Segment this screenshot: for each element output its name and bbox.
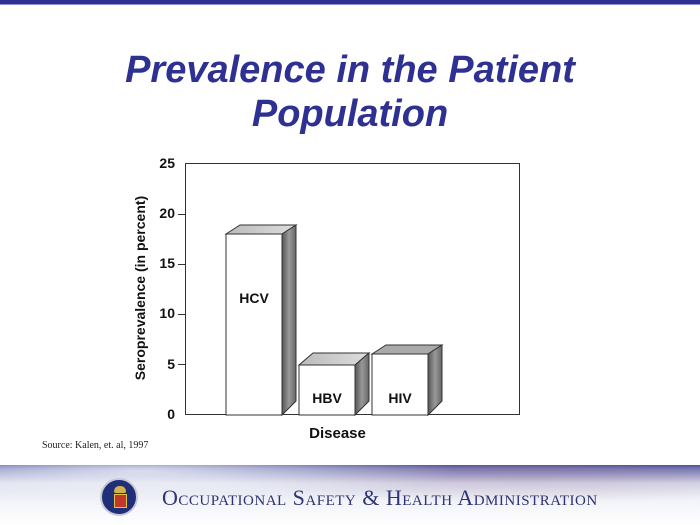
y-tick-20: 20 [159, 205, 175, 221]
bar-hiv [370, 344, 444, 417]
agency-name: Occupational Safety & Health Administrat… [162, 485, 598, 510]
y-tick-10: 10 [159, 305, 175, 321]
top-accent-bar [0, 0, 700, 5]
eagle-icon [114, 486, 126, 493]
bar-label-hbv: HBV [312, 390, 342, 406]
source-citation: Source: Kalen, et. al, 1997 [42, 440, 149, 451]
title-line-2: Population [251, 93, 449, 135]
x-axis-label: Disease [309, 425, 366, 442]
bar-hcv [224, 224, 298, 417]
bar-hbv [297, 351, 371, 417]
bar-label-hcv: HCV [239, 290, 269, 306]
y-tick-0: 0 [167, 406, 175, 422]
y-tick-mark [178, 214, 185, 215]
dol-seal-icon [100, 478, 138, 516]
bar-label-hiv: HIV [388, 390, 412, 406]
shield-icon [114, 494, 127, 508]
y-tick-25: 25 [159, 155, 175, 171]
slide-title: Prevalence in the Patient Population [0, 48, 700, 136]
y-tick-15: 15 [159, 255, 175, 271]
y-tick-mark [178, 264, 185, 265]
title-line-1: Prevalence in the Patient [125, 49, 575, 91]
y-tick-mark [178, 364, 185, 365]
y-tick-5: 5 [167, 356, 175, 372]
y-tick-mark [178, 314, 185, 315]
